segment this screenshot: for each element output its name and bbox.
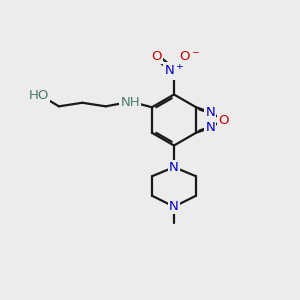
Text: N: N	[205, 106, 215, 118]
Text: N: N	[169, 200, 179, 213]
Text: N: N	[205, 122, 215, 134]
Text: O$^-$: O$^-$	[179, 50, 200, 63]
Text: N: N	[169, 160, 179, 174]
Text: O: O	[152, 50, 162, 63]
Text: O: O	[218, 113, 228, 127]
Text: N$^+$: N$^+$	[164, 63, 184, 79]
Text: HO: HO	[28, 89, 49, 102]
Text: NH: NH	[121, 96, 140, 109]
